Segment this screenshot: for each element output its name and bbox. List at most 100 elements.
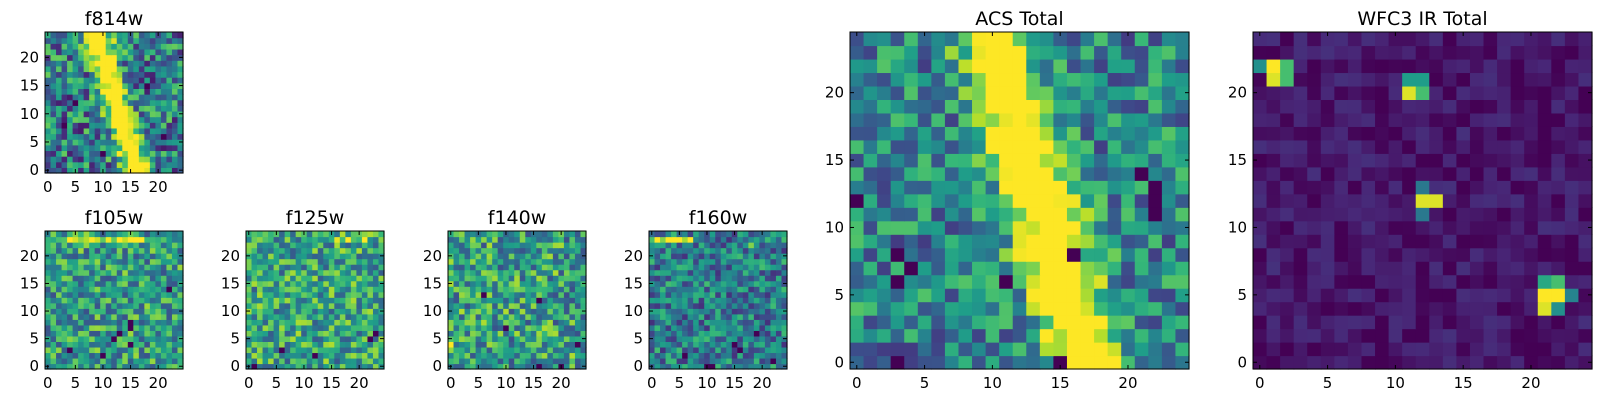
- heatmap-cell: [459, 231, 466, 238]
- heatmap-cell: [166, 48, 173, 56]
- heatmap-cell: [917, 342, 932, 357]
- heatmap-cell: [144, 110, 151, 118]
- heatmap-cell: [563, 363, 571, 370]
- heatmap-cell: [1429, 328, 1444, 343]
- heatmap-cell: [56, 48, 63, 56]
- heatmap-cell: [111, 341, 118, 348]
- heatmap-cell: [273, 264, 280, 271]
- heatmap-cell: [61, 291, 68, 298]
- heatmap-cell: [481, 291, 488, 298]
- heatmap-cell: [155, 88, 162, 95]
- heatmap-cell: [1361, 355, 1376, 370]
- heatmap-cell: [72, 122, 79, 129]
- heatmap-cell: [781, 330, 788, 337]
- heatmap-cell: [731, 253, 738, 260]
- heatmap-cell: [56, 253, 63, 260]
- heatmap-cell: [127, 280, 134, 287]
- heatmap-cell: [850, 207, 865, 222]
- x-tick-label: 10: [93, 178, 112, 196]
- heatmap-cell: [83, 247, 90, 254]
- heatmap-cell: [574, 324, 582, 331]
- heatmap-cell: [94, 357, 101, 365]
- heatmap-cell: [94, 156, 101, 163]
- heatmap-cell: [693, 346, 700, 354]
- heatmap-cell: [89, 37, 96, 44]
- heatmap-cell: [720, 253, 727, 260]
- heatmap-cell: [497, 319, 504, 326]
- heatmap-cell: [301, 313, 308, 320]
- heatmap-cell: [111, 269, 118, 276]
- heatmap-cell: [149, 150, 156, 157]
- heatmap-cell: [1578, 139, 1593, 154]
- heatmap-cell: [1107, 301, 1122, 316]
- heatmap-cell: [100, 48, 107, 56]
- heatmap-cell: [67, 110, 74, 118]
- heatmap-cell: [122, 48, 129, 56]
- heatmap-cell: [251, 247, 258, 254]
- heatmap-cell: [1053, 355, 1068, 370]
- heatmap-cell: [558, 324, 565, 331]
- heatmap-cell: [105, 167, 112, 174]
- heatmap-cell: [262, 341, 269, 348]
- heatmap-cell: [536, 341, 543, 348]
- heatmap-cell: [50, 32, 57, 39]
- heatmap-cell: [1039, 126, 1054, 141]
- heatmap-cell: [654, 253, 661, 260]
- heatmap-cell: [166, 88, 173, 95]
- heatmap-cell: [1497, 220, 1512, 235]
- heatmap-cell: [1266, 139, 1281, 154]
- heatmap-cell: [89, 144, 96, 152]
- heatmap-cell: [525, 269, 532, 276]
- heatmap-cell: [470, 341, 477, 348]
- heatmap-cell: [775, 308, 783, 315]
- heatmap-cell: [155, 110, 162, 118]
- heatmap-cell: [367, 258, 374, 265]
- heatmap-cell: [1080, 207, 1095, 222]
- heatmap-cell: [177, 357, 184, 365]
- heatmap-cell: [525, 258, 532, 265]
- heatmap-cell: [50, 280, 57, 287]
- heatmap-cell: [704, 352, 711, 359]
- heatmap-cell: [78, 37, 85, 44]
- heatmap-cell: [257, 297, 264, 304]
- heatmap-cell: [78, 324, 85, 331]
- heatmap-cell: [671, 319, 678, 326]
- heatmap-cell: [350, 269, 357, 276]
- heatmap-cell: [116, 60, 123, 67]
- heatmap-cell: [160, 116, 168, 123]
- heatmap-cell: [268, 302, 275, 309]
- heatmap-cell: [1402, 99, 1417, 114]
- heatmap-cell: [138, 352, 145, 359]
- heatmap-cell: [958, 85, 973, 100]
- heatmap-cell: [850, 112, 865, 127]
- heatmap-cell: [367, 313, 374, 320]
- heatmap-cell: [497, 275, 504, 282]
- heatmap-cell: [541, 286, 548, 293]
- heatmap-cell: [83, 264, 90, 271]
- heatmap-cell: [171, 319, 179, 326]
- heatmap-cell: [127, 253, 134, 260]
- heatmap-cell: [1388, 112, 1403, 127]
- heatmap-cell: [1429, 234, 1444, 249]
- heatmap-cell: [1293, 220, 1308, 235]
- heatmap-cell: [290, 313, 297, 320]
- heatmap-cell: [361, 231, 369, 238]
- heatmap-cell: [61, 269, 68, 276]
- heatmap-cell: [503, 346, 510, 354]
- heatmap-cell: [61, 88, 68, 95]
- heatmap-cell: [83, 156, 90, 163]
- heatmap-cell: [306, 308, 313, 315]
- heatmap-cell: [166, 280, 173, 287]
- heatmap-cell: [94, 60, 101, 67]
- heatmap-cell: [654, 363, 661, 370]
- heatmap-cell: [770, 352, 777, 359]
- heatmap-cell: [514, 341, 521, 348]
- heatmap-cell: [726, 335, 733, 342]
- heatmap-cell: [334, 297, 341, 304]
- heatmap-cell: [83, 161, 90, 168]
- heatmap-cell: [931, 180, 946, 195]
- heatmap-cell: [742, 324, 749, 331]
- heatmap-cell: [1293, 207, 1308, 222]
- heatmap-cell: [890, 99, 905, 114]
